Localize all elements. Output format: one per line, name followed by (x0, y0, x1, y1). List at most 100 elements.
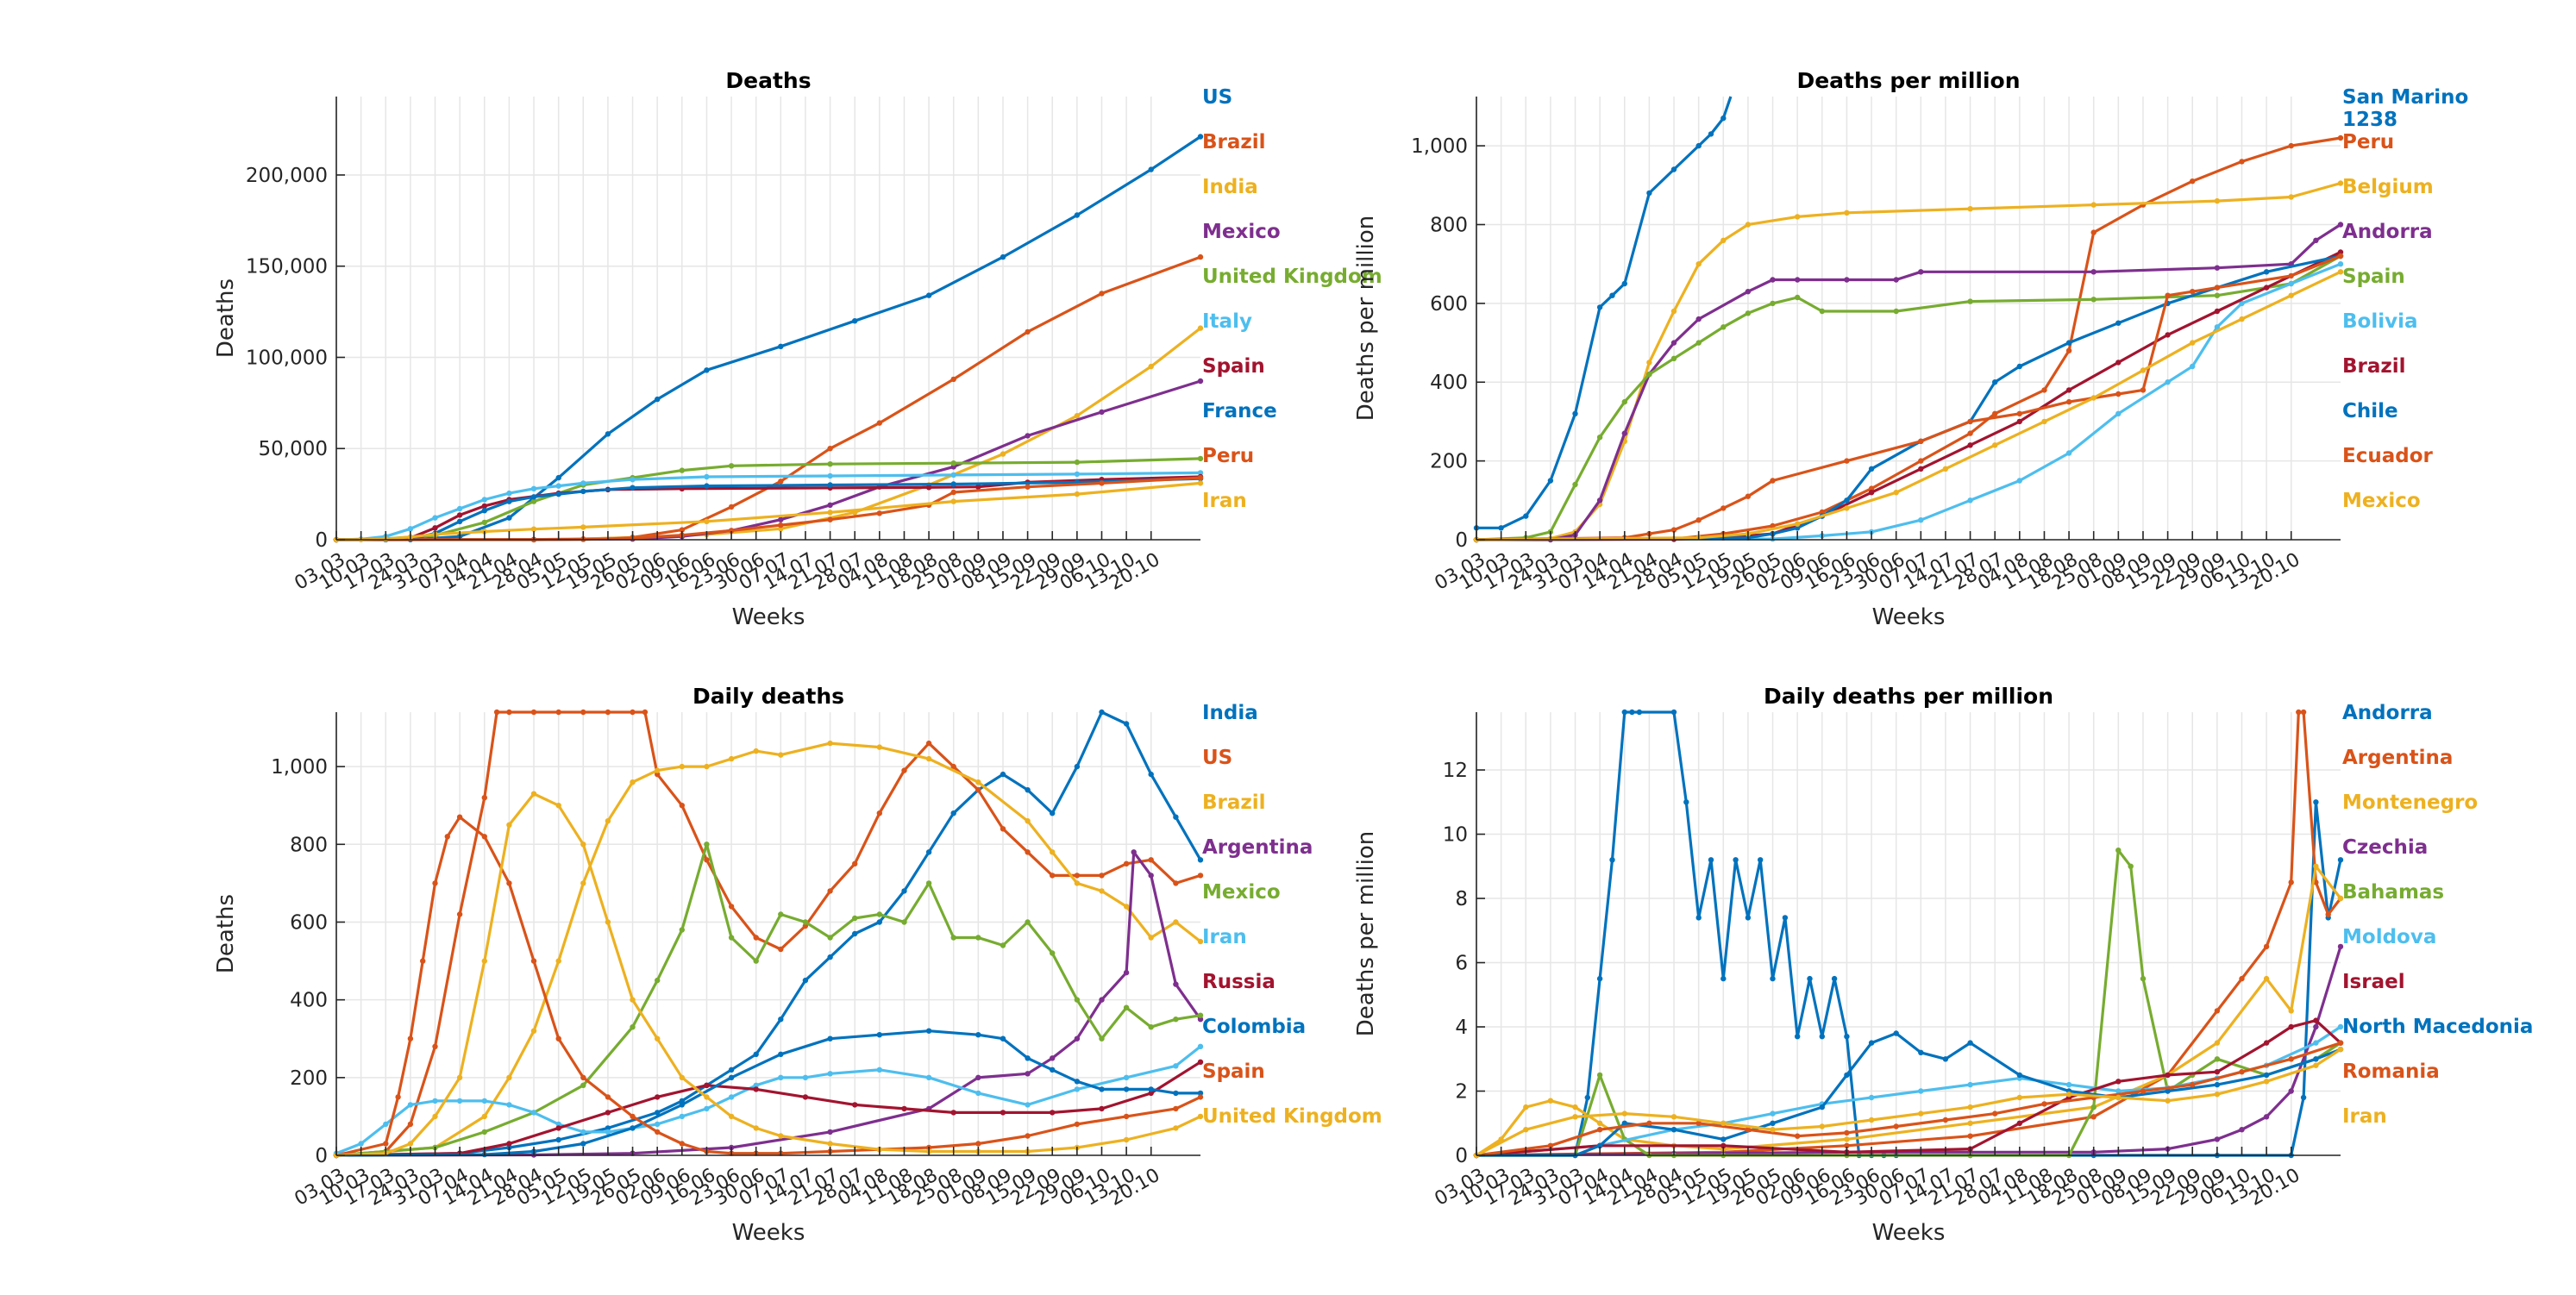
data-point (925, 485, 932, 491)
data-point (1074, 413, 1081, 419)
data-point (2214, 1081, 2221, 1088)
data-point (827, 888, 833, 894)
data-point (1173, 919, 1179, 925)
data-point (407, 1102, 414, 1108)
data-point (2313, 863, 2319, 869)
data-point (852, 915, 858, 922)
data-point (1025, 1055, 1031, 1061)
data-point (1733, 857, 1739, 863)
legend-label: France (1202, 400, 1277, 422)
data-point (1074, 1035, 1081, 1042)
data-point (1572, 1114, 1578, 1120)
data-point (778, 343, 784, 349)
data-point (778, 522, 784, 529)
data-point (1795, 525, 1801, 531)
data-point (1197, 134, 1204, 140)
legend-label: Brazil (2342, 355, 2406, 378)
data-point (778, 1017, 784, 1023)
data-point (2313, 1062, 2319, 1068)
data-point (1795, 214, 1801, 220)
data-point (827, 510, 833, 516)
data-point (1000, 1110, 1006, 1116)
data-point (975, 779, 981, 785)
data-point (1770, 277, 1776, 283)
data-point (1596, 435, 1603, 441)
data-point (1099, 997, 1105, 1003)
data-point (1074, 873, 1081, 879)
data-point (1844, 1136, 1850, 1142)
legend-label: Spain (2342, 266, 2405, 288)
data-point (1547, 1098, 1554, 1104)
data-point (2190, 178, 2196, 185)
data-point (1074, 880, 1081, 886)
data-point (605, 919, 611, 925)
data-point (1123, 1004, 1130, 1010)
data-point (827, 740, 833, 747)
legend-extra-label: 1238 (2342, 109, 2397, 131)
data-point (2239, 159, 2245, 165)
data-point (2214, 1056, 2221, 1062)
data-point (925, 755, 932, 762)
data-point (753, 935, 759, 941)
data-point (1123, 1086, 1130, 1092)
data-point (2239, 300, 2245, 307)
y-tick-label: 6 (1455, 953, 1468, 975)
data-point (1844, 458, 1850, 464)
data-point (1099, 291, 1105, 297)
data-point (2239, 1127, 2245, 1133)
data-point (605, 818, 611, 824)
data-point (1629, 709, 1635, 716)
data-point (1025, 818, 1031, 824)
data-point (975, 1141, 981, 1147)
data-point (1197, 1059, 1204, 1066)
panel-deaths: 050,000100,000150,000200,00003.0310.0317… (213, 68, 1382, 630)
data-point (655, 1129, 661, 1135)
series-line (1476, 946, 2342, 1157)
data-point (1000, 253, 1006, 260)
data-point (802, 919, 809, 925)
data-point (407, 526, 414, 532)
legend-label: Montenegro (2342, 791, 2478, 814)
data-point (1720, 1136, 1727, 1142)
data-point (1868, 466, 1875, 472)
data-point (1844, 1142, 1850, 1149)
data-point (1967, 206, 1973, 212)
data-point (1123, 1136, 1130, 1143)
data-point (1670, 1114, 1677, 1120)
data-point (704, 483, 710, 489)
data-point (1918, 269, 1924, 275)
data-point (1942, 466, 1949, 472)
data-point (1197, 378, 1204, 385)
data-point (580, 524, 586, 530)
data-point (1807, 975, 1813, 982)
data-point (1695, 142, 1702, 149)
data-point (1523, 1104, 1529, 1110)
data-point (456, 911, 463, 917)
data-point (407, 1035, 414, 1042)
data-point (1123, 904, 1130, 910)
data-point (1720, 324, 1727, 330)
data-point (2115, 1094, 2122, 1101)
data-point (975, 935, 981, 941)
data-point (444, 834, 450, 840)
legend-label: Brazil (1202, 131, 1266, 153)
data-point (1770, 1120, 1776, 1127)
data-point (530, 709, 537, 716)
data-point (2214, 324, 2221, 330)
panel-deaths-per-million: 02004006008001,00003.0310.0317.0324.0331… (1353, 68, 2468, 630)
y-tick-label: 200 (290, 1067, 328, 1090)
series-line (335, 710, 1202, 1157)
data-point (1197, 474, 1204, 481)
data-point (1197, 857, 1204, 863)
data-point (2214, 265, 2221, 271)
y-tick-label: 600 (290, 911, 328, 934)
data-point (679, 527, 685, 533)
data-point (642, 709, 649, 716)
y-tick-label: 400 (1430, 372, 1468, 394)
data-point (1609, 857, 1615, 863)
data-point (950, 935, 956, 941)
data-point (704, 1105, 710, 1112)
data-point (1893, 277, 1899, 283)
data-point (1795, 521, 1801, 527)
panel-daily-deaths-per-million: 02468101203.0310.0317.0324.0331.0307.041… (1353, 684, 2533, 1246)
